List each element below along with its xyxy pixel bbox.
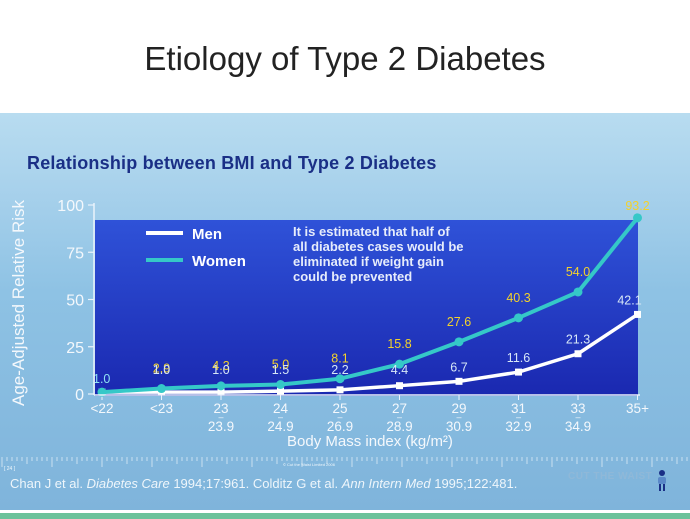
copyright-text: © Cut the Waist Limited 2006: [283, 462, 335, 467]
x-tick-dash: –: [575, 412, 580, 422]
x-tick-dash: –: [218, 412, 223, 422]
legend-label-men: Men: [192, 226, 222, 243]
citation-journal: Ann Intern Med: [341, 476, 431, 491]
legend-label-women: Women: [192, 253, 246, 270]
data-point-men: [277, 387, 284, 395]
data-label-women: 15.8: [387, 337, 411, 351]
data-point-women: [633, 213, 642, 223]
citation-part: 1995;122:481.: [430, 476, 518, 491]
ruler-strip: [1, 457, 688, 467]
data-label-women: 4.3: [212, 359, 229, 373]
data-label-women: 2.9: [153, 362, 170, 376]
x-tick-label: 35+: [626, 401, 649, 416]
citation-journal: Diabetes Care: [86, 476, 170, 491]
data-label-men: 1.0: [153, 363, 170, 377]
series-line-women: [101, 216, 640, 395]
x-tick-label: 27: [392, 401, 407, 416]
annotation-line: all diabetes cases would be: [293, 239, 464, 254]
data-label-women: 54.0: [566, 265, 590, 279]
y-axis-label: Age-Adjusted Relative Risk: [9, 200, 28, 406]
data-point-women: [395, 359, 404, 369]
data-label-men: 11.6: [507, 351, 530, 365]
citation-part: Chan J et al.: [10, 476, 87, 491]
data-label-men: 1.0: [93, 372, 110, 386]
x-tick-sublabel: 32.9: [505, 419, 531, 434]
data-label-men: 1.0: [212, 363, 229, 377]
data-point-men: [396, 382, 403, 390]
corner-text: [ 24 ]: [4, 466, 16, 472]
data-point-women: [335, 374, 345, 384]
x-axis-label: Body Mass index (kg/m²): [287, 433, 453, 450]
logo-figure-icon: [655, 470, 669, 492]
footer-accent-line: [0, 513, 690, 519]
x-tick-label: 25: [332, 401, 347, 416]
x-tick-dash: –: [397, 412, 402, 422]
data-point-men: [574, 350, 582, 358]
data-point-men: [336, 386, 344, 394]
data-point-women: [157, 384, 166, 394]
x-tick-sublabel: 23.9: [208, 419, 234, 434]
y-tick-label: 100: [57, 198, 84, 215]
data-point-men: [634, 310, 641, 318]
x-tick-sublabel: 26.9: [327, 419, 353, 434]
x-tick-label: 23: [213, 401, 228, 416]
data-label-men: 1.5: [272, 363, 289, 377]
x-tick-sublabel: 34.9: [565, 419, 591, 434]
data-point-women: [276, 380, 285, 390]
x-tick-label: <23: [150, 401, 173, 416]
bmi-diabetes-chart: Age-Adjusted Relative Risk Body Mass ind…: [9, 198, 650, 450]
data-label-men: 21.3: [566, 333, 590, 347]
y-tick-label: 25: [66, 340, 84, 357]
data-label-men: 6.7: [450, 360, 467, 374]
x-tick-label: 33: [570, 401, 585, 416]
citation: Chan J et al. Diabetes Care 1994;17:961.…: [10, 476, 517, 491]
x-tick-label: <22: [91, 401, 114, 416]
x-tick-sublabel: 28.9: [386, 419, 412, 434]
data-point-men: [515, 368, 522, 376]
data-point-women: [514, 313, 523, 323]
data-point-men: [455, 377, 463, 385]
slide-title: Etiology of Type 2 Diabetes: [144, 40, 546, 77]
x-tick-dash: –: [278, 412, 283, 422]
data-label-men: 4.4: [391, 363, 408, 377]
x-tick-dash: –: [337, 412, 342, 422]
y-tick-label: 75: [66, 245, 84, 262]
data-label-men: 2.2: [331, 363, 348, 377]
x-tick-label: 29: [451, 401, 466, 416]
chart-panel: Relationship between BMI and Type 2 Diab…: [0, 113, 690, 510]
x-tick-sublabel: 30.9: [446, 419, 472, 434]
annotation-line: could be prevented: [293, 269, 412, 284]
logo-text: CUT THE WAIST: [568, 471, 653, 482]
x-tick-sublabel: 24.9: [267, 419, 293, 434]
citation-part: 1994;17:961. Colditz G et al.: [169, 476, 342, 491]
data-point-women: [454, 337, 464, 347]
annotation-line: eliminated if weight gain: [293, 254, 444, 269]
chart-heading: Relationship between BMI and Type 2 Diab…: [27, 153, 437, 173]
y-tick-label: 0: [75, 387, 84, 404]
annotation-line: It is estimated that half of: [293, 224, 450, 239]
data-point-women: [573, 287, 583, 297]
y-tick-label: 50: [66, 293, 84, 310]
data-label-women: 27.6: [447, 315, 471, 329]
data-label-men: 42.1: [617, 293, 641, 307]
data-label-women: 5.0: [272, 358, 289, 372]
x-tick-dash: –: [516, 412, 521, 422]
x-tick-label: 24: [273, 401, 289, 416]
data-label-women: 8.1: [331, 352, 348, 366]
x-tick-label: 31: [511, 401, 526, 416]
series-line-men: [102, 312, 639, 394]
data-label-women: 40.3: [506, 291, 530, 305]
x-tick-dash: –: [456, 412, 461, 422]
data-label-women: 93.2: [625, 199, 649, 213]
data-point-men: [217, 388, 225, 396]
data-point-women: [216, 381, 226, 391]
plot-area: [95, 220, 638, 396]
